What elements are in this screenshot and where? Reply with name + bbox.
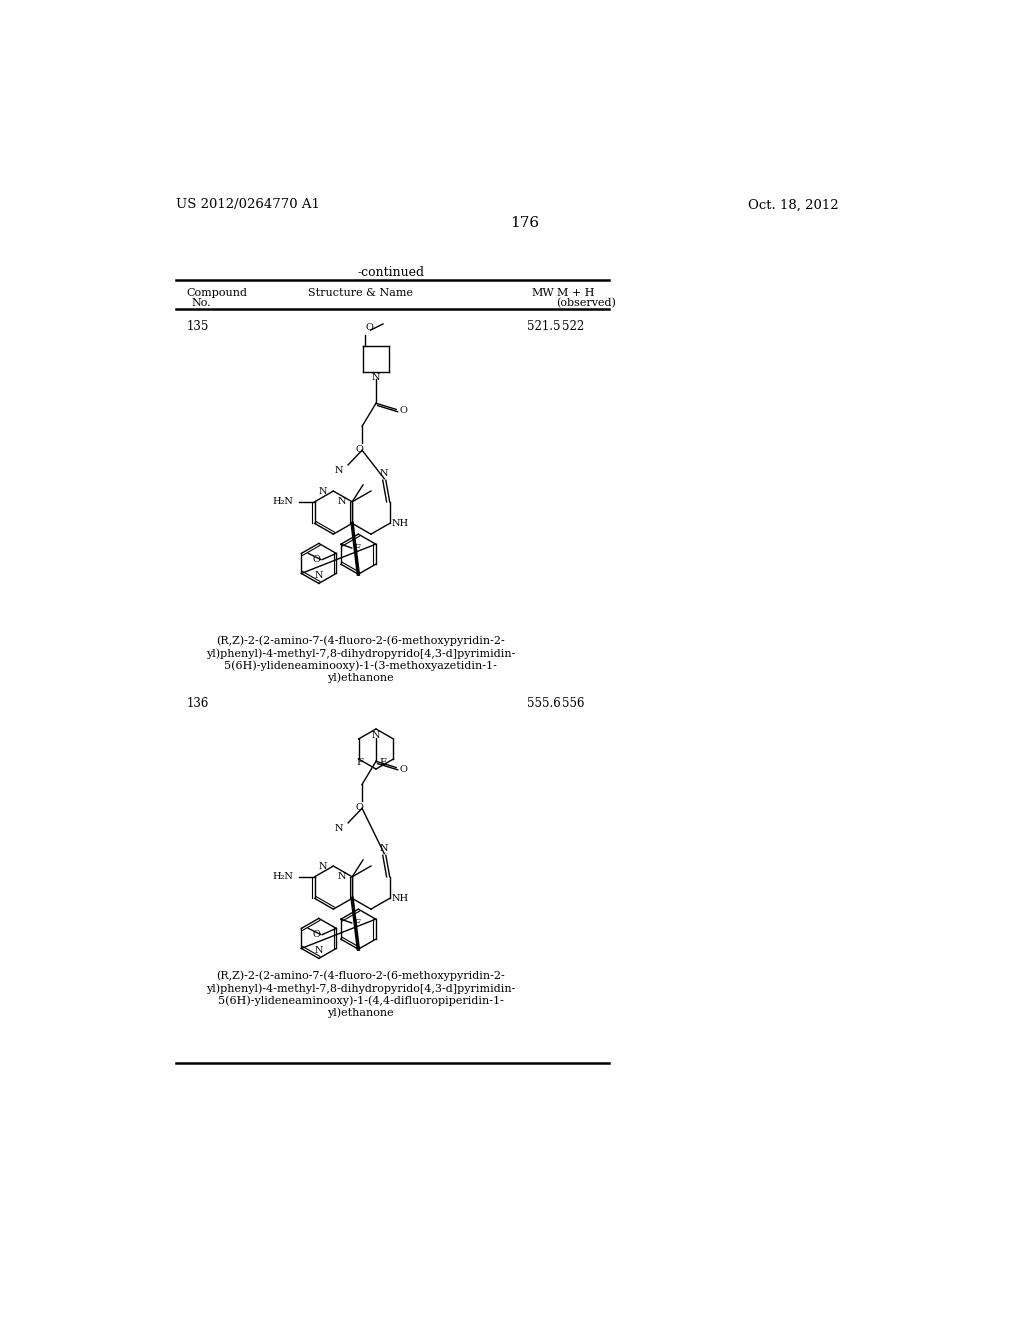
Text: O: O: [366, 323, 374, 333]
Text: N: N: [380, 469, 388, 478]
Text: US 2012/0264770 A1: US 2012/0264770 A1: [176, 198, 319, 211]
Text: yl)phenyl)-4-methyl-7,8-dihydropyrido[4,3-d]pyrimidin-: yl)phenyl)-4-methyl-7,8-dihydropyrido[4,…: [206, 648, 515, 659]
Text: N: N: [318, 487, 328, 495]
Text: O: O: [399, 764, 408, 774]
Text: (observed): (observed): [557, 298, 616, 308]
Text: N: N: [372, 374, 380, 383]
Text: 5(6H)-ylideneaminooxy)-1-(3-methoxyazetidin-1-: 5(6H)-ylideneaminooxy)-1-(3-methoxyazeti…: [224, 660, 497, 671]
Text: NH: NH: [392, 894, 410, 903]
Text: F: F: [356, 759, 364, 767]
Text: 555.6: 555.6: [527, 697, 561, 710]
Text: N: N: [314, 572, 323, 581]
Text: F: F: [379, 759, 386, 767]
Text: N: N: [380, 843, 388, 853]
Text: (R,Z)-2-(2-amino-7-(4-fluoro-2-(6-methoxypyridin-2-: (R,Z)-2-(2-amino-7-(4-fluoro-2-(6-methox…: [216, 970, 505, 981]
Text: F: F: [353, 919, 360, 928]
Text: F: F: [353, 544, 360, 553]
Text: H₂N: H₂N: [272, 498, 293, 507]
Text: 521.5: 521.5: [527, 321, 560, 333]
Text: yl)ethanone: yl)ethanone: [328, 673, 394, 684]
Text: N: N: [318, 862, 328, 870]
Text: Oct. 18, 2012: Oct. 18, 2012: [748, 198, 839, 211]
Text: N: N: [334, 824, 343, 833]
Text: O: O: [313, 556, 321, 564]
Text: Compound: Compound: [186, 288, 247, 298]
Text: N: N: [372, 731, 380, 741]
Text: No.: No.: [191, 298, 211, 308]
Text: O: O: [355, 803, 362, 812]
Text: N: N: [314, 946, 323, 956]
Text: O: O: [355, 445, 362, 454]
Text: yl)ethanone: yl)ethanone: [328, 1007, 394, 1018]
Text: 136: 136: [186, 697, 209, 710]
Text: M + H: M + H: [557, 288, 594, 298]
Text: H₂N: H₂N: [272, 873, 293, 882]
Text: N: N: [334, 466, 343, 475]
Text: O: O: [399, 407, 408, 416]
Text: -continued: -continued: [358, 267, 425, 280]
Text: MW: MW: [531, 288, 554, 298]
Text: N: N: [338, 873, 346, 882]
Text: 5(6H)-ylideneaminooxy)-1-(4,4-difluoropiperidin-1-: 5(6H)-ylideneaminooxy)-1-(4,4-difluoropi…: [217, 995, 504, 1006]
Text: NH: NH: [392, 519, 410, 528]
Text: O: O: [313, 931, 321, 939]
Text: 176: 176: [510, 216, 540, 230]
Text: Structure & Name: Structure & Name: [308, 288, 413, 298]
Text: 556: 556: [562, 697, 585, 710]
Text: yl)phenyl)-4-methyl-7,8-dihydropyrido[4,3-d]pyrimidin-: yl)phenyl)-4-methyl-7,8-dihydropyrido[4,…: [206, 983, 515, 994]
Text: 522: 522: [562, 321, 585, 333]
Text: (R,Z)-2-(2-amino-7-(4-fluoro-2-(6-methoxypyridin-2-: (R,Z)-2-(2-amino-7-(4-fluoro-2-(6-methox…: [216, 636, 505, 647]
Text: N: N: [338, 498, 346, 507]
Text: 135: 135: [186, 321, 209, 333]
